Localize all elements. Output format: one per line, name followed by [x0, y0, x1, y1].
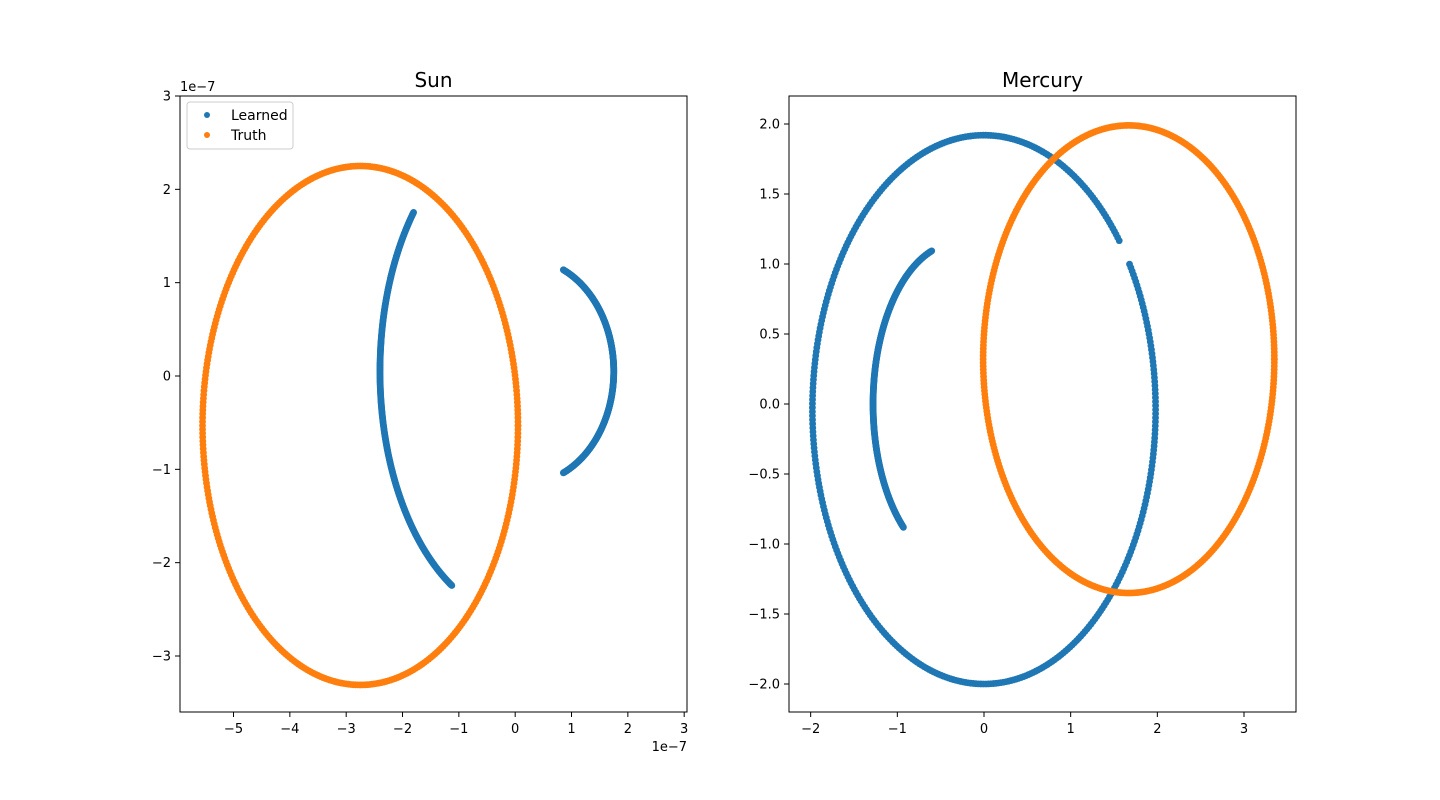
mercury-y-tick-label: 1.5	[759, 188, 780, 203]
mercury-x-tick-label: −1	[888, 722, 907, 737]
sun-y-tick-label: 2	[163, 183, 171, 198]
mercury-y-tick-label: 0.0	[759, 398, 780, 413]
sun-title: Sun	[414, 68, 452, 92]
mercury-y-tick-label: −1.5	[748, 608, 780, 623]
legend-box	[186, 101, 294, 150]
mercury-learned-segment-0	[809, 131, 1159, 688]
sun-learned-segment-0	[376, 208, 456, 589]
sun-y-tick-label: 3	[163, 90, 171, 105]
sun-y-tick-label: 0	[163, 370, 171, 385]
sun-truth-segment-0	[199, 162, 522, 689]
mercury-x-tick-label: 2	[1153, 722, 1161, 737]
legend: Learned Truth	[186, 101, 294, 150]
mercury-truth-segment-0	[979, 122, 1278, 597]
sun-y-tick-label: 1	[163, 276, 171, 291]
legend-truth-marker	[204, 132, 210, 138]
sun-x-tick-label: 0	[511, 722, 519, 737]
sun-x-tick-label: −2	[393, 722, 412, 737]
mercury-y-tick-label: 0.5	[759, 328, 780, 343]
sun-x-tick-label: 1	[567, 722, 575, 737]
mercury-marks	[809, 122, 1278, 688]
sun-x-tick-label: −5	[224, 722, 243, 737]
mercury-x-tick-label: 1	[1067, 722, 1075, 737]
mercury-y-tick-label: −2.0	[748, 678, 780, 693]
sun-truth-point	[514, 422, 522, 429]
mercury-x-tick-label: 3	[1240, 722, 1248, 737]
sun-y-tick-label: −3	[152, 650, 171, 665]
sun-y-offset-label: 1e−7	[180, 80, 215, 95]
sun-learned-point	[559, 469, 567, 477]
mercury-y-tick-label: 1.0	[759, 258, 780, 273]
mercury-x-tick-label: 0	[980, 722, 988, 737]
mercury-title: Mercury	[1002, 68, 1083, 92]
sun-axes-frame	[179, 95, 688, 713]
mercury-learned-segment-1	[869, 247, 936, 531]
sun-learned-point	[448, 582, 456, 589]
mercury-x-tick-label: −2	[801, 722, 820, 737]
sun-x-tick-label: −3	[337, 722, 356, 737]
sun-x-ticks: −5 −4 −3 −2 −1 0 1 2 3	[224, 712, 688, 737]
sun-y-tick-label: −2	[152, 556, 171, 571]
mercury-learned-point	[900, 523, 907, 531]
mercury-truth-point	[1270, 355, 1278, 363]
mercury-y-tick-label: −1.0	[748, 538, 780, 553]
sun-x-tick-label: 2	[624, 722, 632, 737]
legend-learned-label: Learned	[231, 108, 288, 124]
sun-y-tick-label: −1	[152, 463, 171, 478]
legend-learned-marker	[204, 112, 210, 118]
legend-truth-label: Truth	[230, 128, 267, 144]
sun-learned-segment-1	[559, 266, 618, 477]
mercury-y-ticks: −2.0 −1.5 −1.0 −0.5 0.0 0.5 1.0 1.5 2.0	[748, 118, 789, 693]
mercury-x-ticks: −2 −1 0 1 2 3	[801, 712, 1248, 737]
sun-y-ticks: −3 −2 −1 0 1 2 3	[152, 90, 180, 665]
mercury-learned-point	[1126, 260, 1133, 268]
sun-marks	[199, 162, 618, 689]
mercury-y-tick-label: −0.5	[748, 468, 780, 483]
mercury-y-tick-label: 2.0	[759, 118, 780, 133]
sun-x-tick-label: −4	[280, 722, 299, 737]
sun-x-tick-label: −1	[449, 722, 468, 737]
sun-x-offset-label: 1e−7	[652, 740, 687, 755]
mercury-panel: −2 −1 0 1 2 3 −2.0 −1.5 −1.0 −0.5 0.0 0.5 1.0 1.5 2.0…	[748, 68, 1297, 737]
sun-x-tick-label: 3	[680, 722, 688, 737]
